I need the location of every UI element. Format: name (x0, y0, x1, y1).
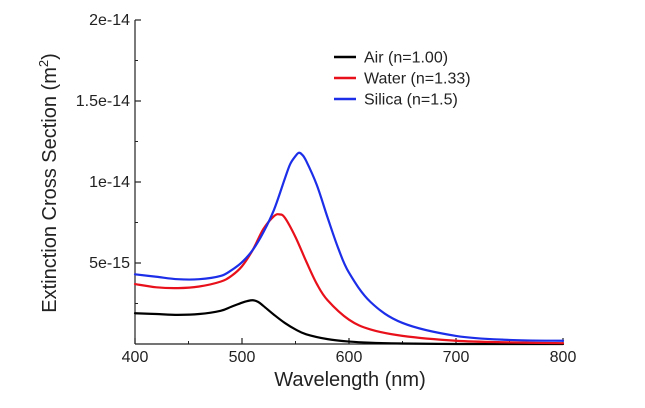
y-tick-label: 1.5e-14 (76, 93, 130, 110)
x-tick-label: 800 (550, 349, 577, 366)
y-axis-label-close: ) (39, 53, 61, 60)
legend-label: Air (n=1.00) (364, 50, 448, 67)
x-tick-label: 400 (122, 349, 149, 366)
x-tick-label: 700 (443, 349, 470, 366)
x-axis-ticks: 400 500 600 700 800 (122, 338, 577, 366)
x-tick-label: 600 (336, 349, 363, 366)
y-tick-label: 1e-14 (89, 174, 130, 191)
legend-label: Water (n=1.33) (364, 71, 471, 88)
series-line-water (133, 213, 565, 345)
y-tick-label: 2e-14 (89, 12, 130, 29)
legend-item-air: Air (n=1.00) (334, 50, 448, 67)
y-axis-ticks: 5e-15 1e-14 1.5e-14 2e-14 (76, 12, 141, 304)
series-line-air (133, 299, 565, 346)
series-line-silica (133, 151, 565, 342)
plot-area: 400 500 600 700 800 5e-15 1e-14 1.5e-14 2e-14 (76, 12, 577, 366)
series-layer (133, 151, 565, 346)
x-tick-label: 500 (229, 349, 256, 366)
legend: Air (n=1.00) Water (n=1.33) Silica (n=1.5) (334, 50, 471, 109)
y-axis-label: Extinction Cross Section (m2) (36, 53, 61, 313)
y-axis-label-superscript: 2 (36, 60, 51, 67)
x-axis-label: Wavelength (nm) (274, 369, 426, 391)
y-tick-label: 5e-15 (89, 255, 130, 272)
y-axis-label-text: Extinction Cross Section (m (39, 67, 61, 313)
legend-item-silica: Silica (n=1.5) (334, 92, 458, 109)
legend-label: Silica (n=1.5) (364, 92, 458, 109)
legend-item-water: Water (n=1.33) (334, 71, 471, 88)
